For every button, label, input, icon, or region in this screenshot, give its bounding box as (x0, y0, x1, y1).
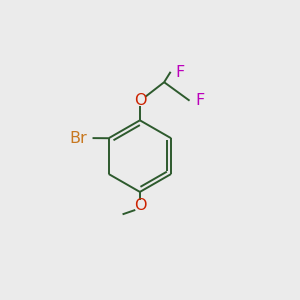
Text: O: O (134, 93, 146, 108)
Text: F: F (195, 93, 205, 108)
Text: Br: Br (69, 130, 87, 146)
Text: F: F (176, 65, 185, 80)
Text: O: O (134, 198, 146, 213)
